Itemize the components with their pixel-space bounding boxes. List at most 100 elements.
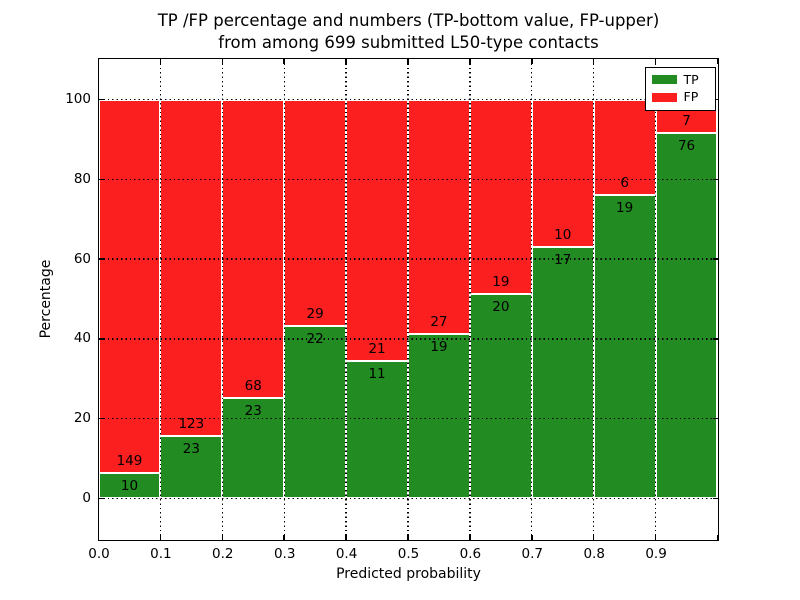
plot-area: TP FP 149 10 123 23 68 23 29 22 21 11 27 19 19 20 10 17…	[97, 57, 719, 541]
bar-tp-segment	[655, 133, 718, 499]
x-tick-label: 0.9	[645, 546, 667, 562]
x-gridline	[283, 58, 285, 540]
bar-fp-segment	[98, 99, 161, 474]
bar-tp-count-label: 20	[492, 298, 510, 315]
legend-item-fp: FP	[651, 89, 709, 105]
x-gridline	[407, 58, 409, 540]
y-tick-left	[98, 98, 104, 101]
chart-title: TP /FP percentage and numbers (TP-bottom…	[99, 10, 718, 54]
bar-fp-count-label: 21	[368, 341, 386, 358]
x-tick-label: 0.5	[397, 546, 420, 562]
x-gridline	[345, 58, 347, 540]
y-tick-right	[712, 178, 718, 181]
y-gridline	[98, 178, 718, 181]
y-tick-label: 20	[73, 410, 91, 427]
chart-title-line1: TP /FP percentage and numbers (TP-bottom…	[157, 11, 660, 30]
x-tick-label: 0.3	[273, 546, 296, 562]
bar-tp-count-label: 76	[677, 138, 696, 155]
x-gridline	[221, 58, 223, 540]
x-tick-top	[716, 58, 719, 64]
bar-fp-count-label: 19	[492, 273, 510, 290]
bar-tp-segment	[469, 293, 532, 499]
legend-tp-label: TP	[683, 71, 699, 87]
bar-fp-segment	[469, 99, 532, 294]
y-tick-label: 100	[65, 91, 91, 108]
x-tick-top	[345, 58, 347, 64]
y-tick-label: 60	[73, 250, 91, 267]
y-gridline	[98, 98, 718, 101]
legend-fp-label: FP	[683, 89, 699, 105]
legend-item-tp: TP	[651, 71, 709, 87]
y-tick-right	[712, 258, 718, 260]
bar-tp-count-label: 19	[430, 338, 448, 355]
bar-tp-count-label: 23	[244, 402, 262, 419]
y-tick-label: 80	[73, 170, 91, 187]
bar-fp-segment	[346, 99, 408, 362]
y-axis-title: Percentage	[38, 259, 54, 339]
bar-tp-count-label: 17	[554, 252, 572, 269]
x-tick-top	[592, 58, 595, 64]
bar-tp-count-label: 11	[368, 366, 386, 383]
bar-fp-count-label: 27	[430, 313, 448, 330]
legend-tp-swatch	[651, 75, 677, 85]
x-tick-top	[407, 58, 409, 64]
bar-fp-count-label: 6	[620, 175, 629, 192]
bar-fp-count-label: 68	[244, 377, 262, 394]
x-tick-bottom	[407, 534, 409, 540]
bar-fp-count-label: 123	[178, 415, 205, 432]
y-tick-right	[712, 338, 718, 340]
bar-fp-count-label: 29	[306, 306, 324, 323]
x-gridline	[469, 58, 471, 540]
x-tick-top	[531, 58, 533, 64]
x-tick-bottom	[716, 534, 719, 540]
x-tick-top	[469, 58, 471, 64]
y-tick-label: 0	[82, 489, 91, 506]
bar-fp-count-label: 10	[554, 227, 572, 244]
y-tick-left	[98, 178, 104, 181]
bar-fp-segment	[222, 99, 285, 398]
legend: TP FP	[644, 66, 716, 111]
y-tick-right	[712, 417, 718, 420]
y-gridline	[98, 258, 718, 260]
bar-fp-segment	[160, 99, 223, 436]
x-tick-label: 0.8	[583, 546, 605, 562]
bar-fp-segment	[408, 99, 470, 334]
bar-fp-segment	[284, 99, 347, 327]
x-tick-top	[654, 58, 657, 64]
y-tick-left	[98, 417, 104, 420]
x-gridline	[593, 58, 595, 540]
x-tick-top	[159, 58, 162, 64]
x-tick-bottom	[531, 534, 533, 540]
y-tick-right	[712, 497, 718, 500]
x-tick-bottom	[654, 534, 657, 540]
y-tick-label: 40	[73, 330, 91, 347]
x-tick-bottom	[97, 534, 100, 540]
x-tick-bottom	[159, 534, 162, 540]
chart-title-line2: from among 699 submitted L50-type contac…	[218, 33, 599, 52]
y-gridline	[98, 497, 718, 500]
x-tick-label: 0.7	[521, 546, 544, 562]
bar-fp-count-label: 149	[116, 453, 143, 470]
x-axis-title: Predicted probability	[336, 566, 481, 582]
bar-tp-count-label: 22	[306, 331, 324, 348]
bar-fp-count-label: 7	[682, 113, 691, 130]
y-gridline	[98, 417, 718, 420]
x-tick-bottom	[283, 534, 285, 540]
y-tick-left	[98, 258, 104, 260]
bar-tp-segment	[531, 247, 594, 499]
y-gridline	[98, 338, 718, 340]
bar-fp-segment	[531, 99, 594, 248]
bar-tp-segment	[593, 195, 656, 499]
x-gridline	[654, 58, 657, 540]
x-tick-bottom	[345, 534, 347, 540]
x-tick-top	[283, 58, 285, 64]
x-gridline	[531, 58, 533, 540]
x-tick-label: 0.0	[88, 546, 110, 562]
x-tick-bottom	[592, 534, 595, 540]
bar-tp-count-label: 10	[120, 478, 139, 495]
x-gridline	[159, 58, 162, 540]
bar-tp-count-label: 23	[182, 440, 200, 457]
bar-tp-segment	[408, 333, 470, 499]
y-tick-left	[98, 338, 104, 340]
